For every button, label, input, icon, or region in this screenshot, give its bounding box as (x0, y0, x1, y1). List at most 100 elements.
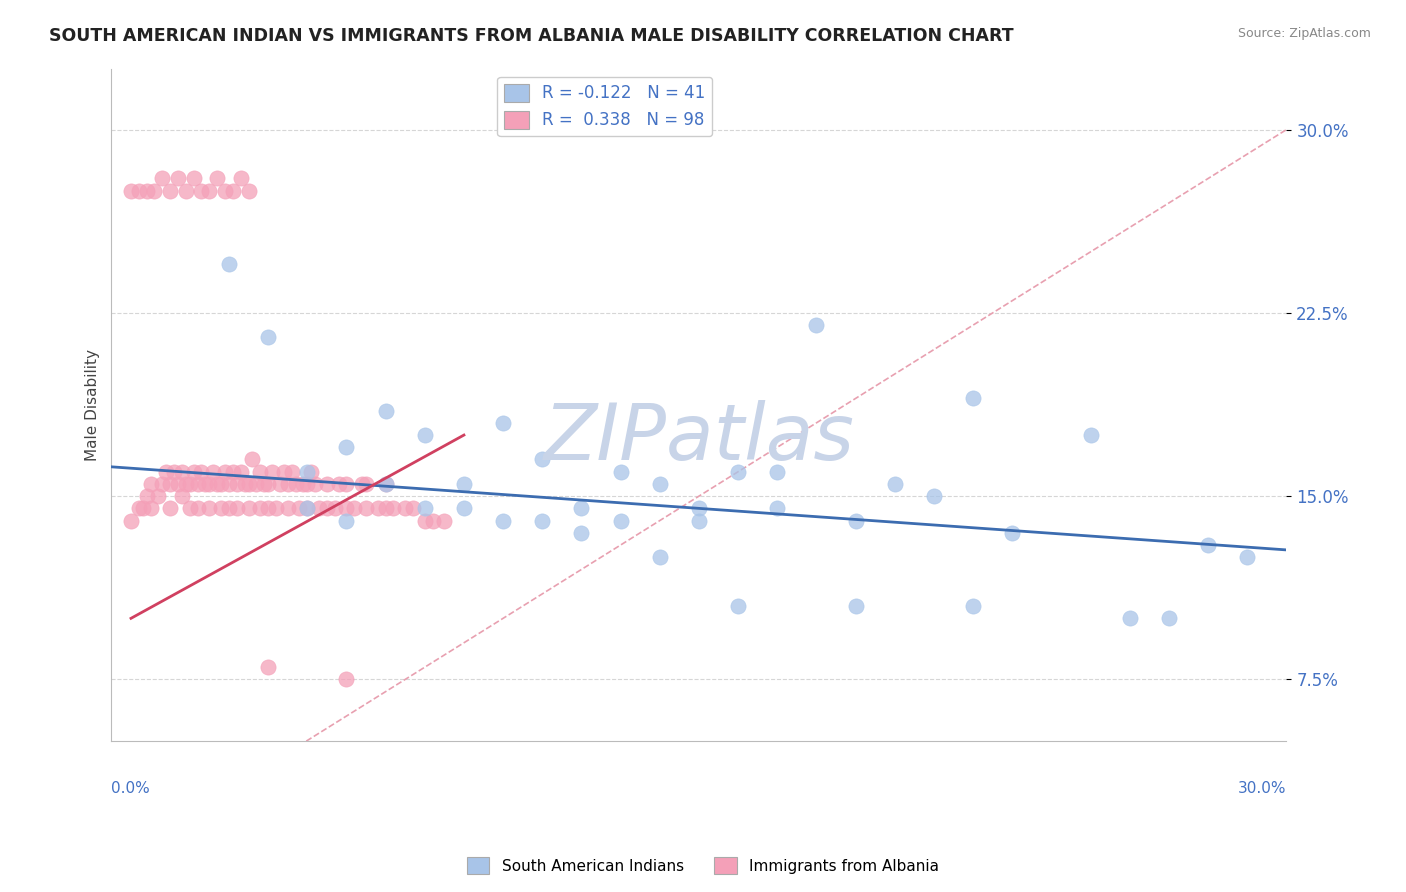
Point (238, 501, 260, 516)
Point (962, 599, 984, 613)
Point (727, 599, 749, 613)
Point (354, 501, 377, 516)
Point (260, 465, 283, 479)
Point (413, 514, 436, 528)
Point (150, 477, 173, 491)
Point (845, 514, 868, 528)
Point (139, 501, 162, 516)
Point (187, 477, 209, 491)
Point (135, 489, 157, 503)
Point (354, 477, 377, 491)
Point (609, 514, 631, 528)
Point (1080, 428, 1102, 442)
Point (343, 501, 366, 516)
Point (335, 501, 357, 516)
Point (292, 477, 315, 491)
Point (225, 501, 247, 516)
Point (374, 501, 396, 516)
Point (297, 501, 319, 516)
Point (198, 501, 221, 516)
Point (135, 184, 157, 198)
Point (179, 477, 201, 491)
Point (609, 465, 631, 479)
Point (883, 477, 905, 491)
Point (167, 477, 190, 491)
Point (128, 501, 150, 516)
Point (209, 477, 232, 491)
Point (727, 465, 749, 479)
Text: 0.0%: 0.0% (111, 780, 150, 796)
Point (394, 501, 416, 516)
Point (209, 501, 232, 516)
Point (174, 184, 197, 198)
Text: Source: ZipAtlas.com: Source: ZipAtlas.com (1237, 27, 1371, 40)
Point (249, 465, 271, 479)
Point (257, 330, 280, 344)
Y-axis label: Male Disability: Male Disability (86, 349, 100, 460)
Point (766, 465, 789, 479)
Point (167, 171, 190, 186)
Point (492, 514, 515, 528)
Point (1001, 525, 1024, 540)
Point (249, 501, 271, 516)
Point (257, 477, 280, 491)
Point (238, 477, 260, 491)
Point (531, 514, 554, 528)
Point (187, 501, 209, 516)
Point (139, 477, 162, 491)
Point (288, 501, 311, 516)
Point (297, 465, 319, 479)
Text: 30.0%: 30.0% (1237, 780, 1286, 796)
Point (214, 184, 236, 198)
Point (183, 171, 205, 186)
Point (297, 501, 319, 516)
Legend: South American Indians, Immigrants from Albania: South American Indians, Immigrants from … (460, 851, 946, 880)
Point (277, 477, 299, 491)
Point (214, 465, 236, 479)
Point (308, 501, 330, 516)
Point (648, 477, 671, 491)
Point (335, 673, 357, 687)
Point (225, 477, 247, 491)
Point (159, 501, 181, 516)
Point (218, 501, 240, 516)
Point (155, 465, 177, 479)
Point (190, 465, 212, 479)
Legend: R = -0.122   N = 41, R =  0.338   N = 98: R = -0.122 N = 41, R = 0.338 N = 98 (498, 77, 713, 136)
Point (284, 477, 307, 491)
Point (205, 477, 228, 491)
Point (1197, 538, 1219, 552)
Point (304, 477, 326, 491)
Point (402, 501, 425, 516)
Point (205, 171, 228, 186)
Point (374, 403, 396, 417)
Point (1119, 611, 1142, 625)
Point (422, 514, 444, 528)
Point (218, 477, 240, 491)
Point (159, 477, 181, 491)
Point (159, 184, 181, 198)
Point (198, 477, 221, 491)
Point (335, 477, 357, 491)
Point (688, 514, 710, 528)
Point (922, 489, 945, 503)
Point (367, 501, 389, 516)
Point (328, 477, 350, 491)
Point (128, 184, 150, 198)
Point (277, 501, 299, 516)
Point (242, 452, 264, 467)
Point (148, 489, 170, 503)
Point (273, 465, 295, 479)
Point (453, 501, 475, 516)
Point (202, 465, 225, 479)
Point (269, 477, 291, 491)
Point (194, 477, 217, 491)
Point (688, 501, 710, 516)
Point (315, 477, 337, 491)
Point (1157, 611, 1180, 625)
Point (382, 501, 405, 516)
Point (163, 465, 186, 479)
Point (374, 477, 396, 491)
Point (174, 477, 197, 491)
Point (222, 465, 245, 479)
